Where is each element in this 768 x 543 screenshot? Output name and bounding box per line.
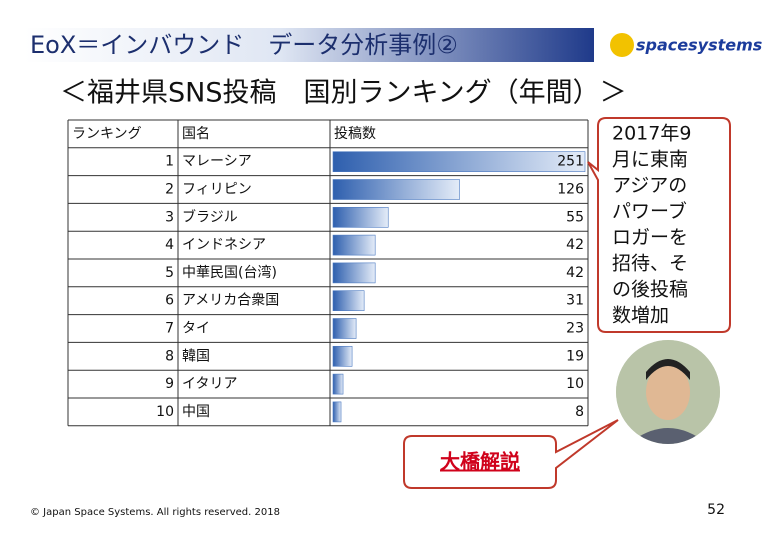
data-bar bbox=[332, 234, 376, 256]
title: EoX＝インバウンド データ分析事例② bbox=[30, 31, 458, 59]
data-bar bbox=[332, 401, 342, 423]
country: 中国 bbox=[182, 404, 210, 420]
rank: 5 bbox=[165, 265, 174, 281]
count: 23 bbox=[566, 321, 584, 337]
count: 10 bbox=[566, 376, 584, 392]
page-number: 52 bbox=[707, 502, 725, 518]
country: 韓国 bbox=[182, 348, 210, 364]
callout-line: 数増加 bbox=[612, 305, 669, 327]
callout-line: 2017年9 bbox=[612, 123, 691, 145]
count: 55 bbox=[566, 209, 584, 225]
speech-bubble bbox=[403, 419, 619, 489]
count: 42 bbox=[566, 237, 584, 253]
data-bar bbox=[332, 207, 389, 228]
rank: 10 bbox=[156, 404, 174, 420]
country: アメリカ合衆国 bbox=[182, 293, 279, 309]
data-bar bbox=[332, 179, 460, 200]
rank: 8 bbox=[165, 348, 174, 364]
rank: 4 bbox=[165, 237, 174, 253]
country: タイ bbox=[182, 321, 210, 337]
count: 251 bbox=[557, 154, 584, 170]
country: フィリピン bbox=[182, 182, 252, 198]
rank: 3 bbox=[165, 209, 174, 225]
callout-line: 月に東南 bbox=[612, 149, 688, 171]
logo: spacesystems bbox=[636, 36, 762, 55]
callout-line: の後投稿 bbox=[612, 279, 688, 301]
data-bar bbox=[332, 373, 344, 395]
callout-box bbox=[587, 117, 731, 333]
count: 19 bbox=[566, 348, 584, 364]
column-header: 国名 bbox=[182, 126, 210, 142]
data-bar bbox=[332, 318, 357, 339]
country: インドネシア bbox=[182, 237, 266, 253]
logo-mark bbox=[610, 33, 634, 57]
rank: 7 bbox=[165, 321, 174, 337]
column-header: ランキング bbox=[72, 126, 142, 142]
count: 31 bbox=[566, 293, 584, 309]
data-bar bbox=[332, 290, 365, 312]
table: ランキング 国名 投稿数 1 マレーシア 251 2 フィリピン 126 3 ブラジル 55 4 インドネ… bbox=[67, 119, 589, 427]
data-bar bbox=[332, 151, 586, 172]
country: イタリア bbox=[182, 376, 237, 392]
count: 8 bbox=[575, 404, 584, 420]
callout-line: アジアの bbox=[612, 175, 687, 197]
callout-line: 招待、そ bbox=[612, 253, 688, 275]
data-bar bbox=[332, 262, 376, 284]
photo-figure bbox=[616, 340, 720, 444]
country: マレーシア bbox=[182, 154, 252, 170]
title-band bbox=[24, 28, 594, 62]
rank: 6 bbox=[165, 293, 174, 309]
speech-text: 大橋解説 bbox=[440, 450, 520, 474]
count: 42 bbox=[566, 265, 584, 281]
copyright: © Japan Space Systems. All rights reserv… bbox=[30, 507, 280, 518]
country: 中華民国(台湾) bbox=[182, 264, 277, 281]
subtitle: ＜福井県SNS投稿 国別ランキング（年間）＞ bbox=[60, 78, 627, 109]
rank: 2 bbox=[165, 182, 174, 198]
callout-line: パワーブ bbox=[612, 200, 687, 223]
callout-line: ロガーを bbox=[612, 227, 688, 249]
country: ブラジル bbox=[182, 208, 238, 225]
count: 126 bbox=[557, 182, 584, 198]
rank: 1 bbox=[165, 154, 174, 170]
column-header: 投稿数 bbox=[334, 126, 376, 142]
data-bar bbox=[332, 345, 353, 367]
rank: 9 bbox=[165, 376, 174, 392]
